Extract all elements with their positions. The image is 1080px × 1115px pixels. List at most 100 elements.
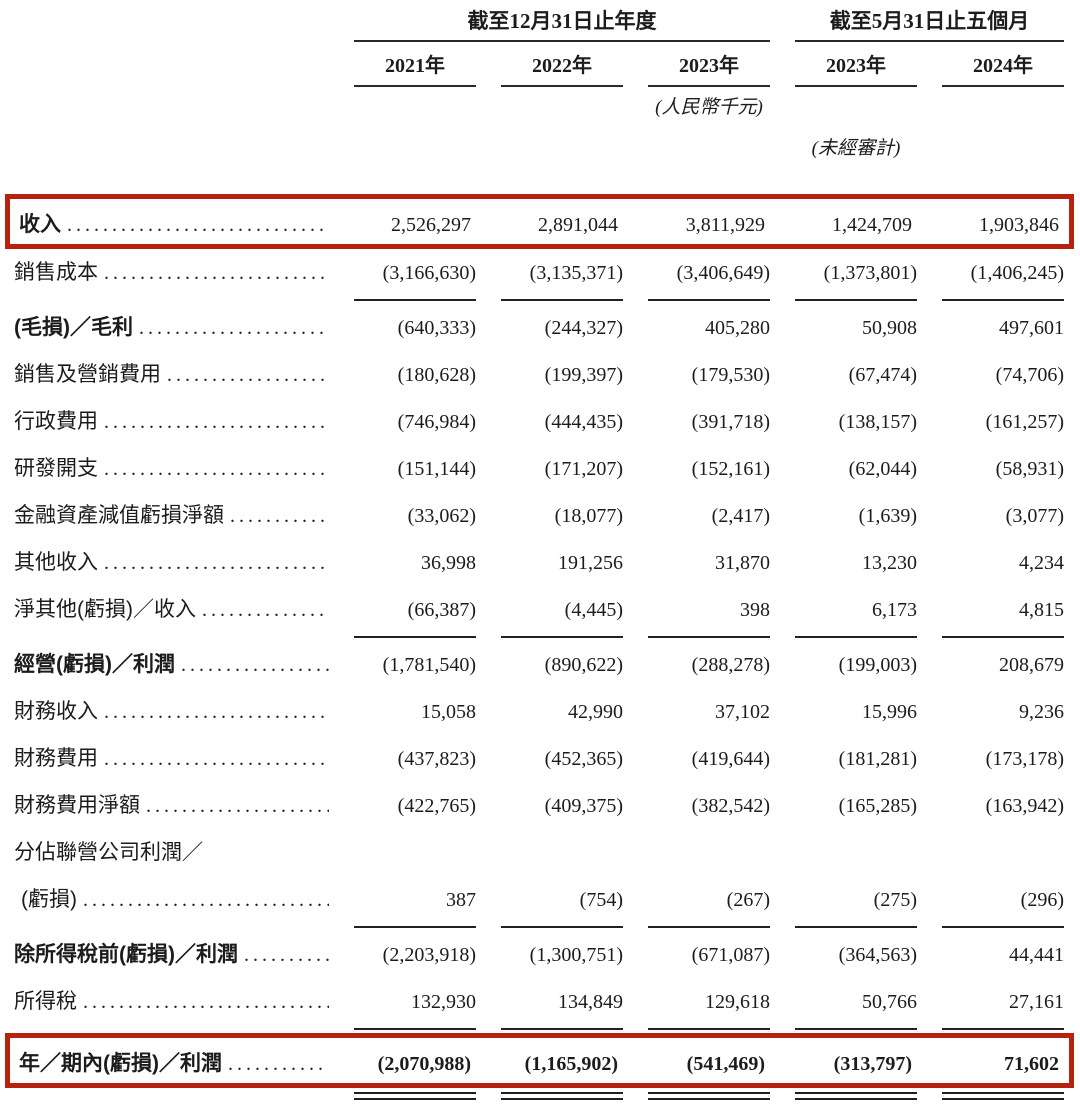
row-label-cell: 行政費用....................................… bbox=[14, 409, 329, 435]
rule-line bbox=[501, 636, 623, 638]
value-cell: 497,601 bbox=[999, 317, 1064, 339]
dot-leader: ........................................… bbox=[104, 701, 329, 723]
value-cell: (161,257) bbox=[985, 411, 1064, 433]
dot-leader: ........................................… bbox=[146, 795, 329, 817]
column-rule-cell bbox=[354, 633, 476, 638]
row-label-cell: 所得稅.....................................… bbox=[14, 989, 329, 1015]
value-cell: (163,942) bbox=[985, 795, 1064, 817]
column-rule-cell bbox=[795, 1025, 917, 1030]
value-cell: (1,373,801) bbox=[823, 262, 917, 284]
column-rule-cell bbox=[795, 296, 917, 301]
value-cell: 71,602 bbox=[1004, 1053, 1059, 1075]
column-group-header-row: 截至12月31日止年度 截至5月31日止五個月 bbox=[14, 6, 1064, 42]
value-cell: (62,044) bbox=[848, 458, 917, 480]
single-underline-row bbox=[14, 923, 1064, 931]
value-cell: (171,207) bbox=[544, 458, 623, 480]
table-body: 收入......................................… bbox=[5, 194, 1074, 1104]
single-underline-row bbox=[14, 296, 1064, 304]
column-header-2023-5m: 2023年 bbox=[795, 53, 917, 87]
row-label: 研發開支 bbox=[14, 457, 98, 480]
column-rule-cell bbox=[795, 633, 917, 638]
rule-line bbox=[354, 926, 476, 928]
row-label: 年／期內(虧損)／利潤 bbox=[19, 1052, 222, 1075]
row-label-cell: 研發開支....................................… bbox=[14, 456, 329, 482]
value-cell: (151,144) bbox=[397, 458, 476, 480]
value-cell: (296) bbox=[1020, 889, 1064, 911]
value-cell: (1,165,902) bbox=[524, 1053, 618, 1075]
value-cell: (173,178) bbox=[985, 748, 1064, 770]
rule-line bbox=[354, 1028, 476, 1030]
value-cell: 398 bbox=[740, 599, 770, 621]
column-rule-cell bbox=[942, 296, 1064, 301]
rule-line bbox=[795, 926, 917, 928]
value-cell: (179,530) bbox=[691, 364, 770, 386]
value-cell: 2,891,044 bbox=[538, 214, 618, 236]
rule-line bbox=[942, 1092, 1064, 1100]
value-cell: (364,563) bbox=[838, 944, 917, 966]
value-cell: 191,256 bbox=[558, 552, 623, 574]
column-rule-cell bbox=[501, 296, 623, 301]
value-cell: (1,781,540) bbox=[382, 654, 476, 676]
value-cell: (267) bbox=[726, 889, 770, 911]
rule-line bbox=[795, 636, 917, 638]
table-row: 財務收入....................................… bbox=[14, 688, 1064, 735]
column-group-five-months-ended-may31: 截至5月31日止五個月 bbox=[795, 6, 1064, 42]
value-cell: 27,161 bbox=[1009, 991, 1064, 1013]
dot-leader: ........................................… bbox=[83, 889, 329, 911]
rule-line bbox=[354, 1092, 476, 1100]
rule-line bbox=[648, 926, 770, 928]
value-cell: (138,157) bbox=[838, 411, 917, 433]
row-label: 分佔聯營公司利潤／ bbox=[14, 841, 203, 864]
value-cell: 134,849 bbox=[558, 991, 623, 1013]
value-cell: (541,469) bbox=[686, 1053, 765, 1075]
value-cell: (152,161) bbox=[691, 458, 770, 480]
value-cell: 1,424,709 bbox=[832, 214, 912, 236]
value-cell: 405,280 bbox=[705, 317, 770, 339]
column-rule-cell bbox=[648, 1088, 770, 1100]
value-cell: (199,003) bbox=[838, 654, 917, 676]
row-label-cell: 財務費用淨額..................................… bbox=[14, 793, 329, 819]
table-row: 淨其他(虧損)／收入..............................… bbox=[14, 586, 1064, 633]
value-cell: 42,990 bbox=[568, 701, 623, 723]
row-label-cell: 分佔聯營公司利潤／ bbox=[14, 840, 329, 866]
row-label: 財務收入 bbox=[14, 700, 98, 723]
table-row: 財務費用....................................… bbox=[14, 735, 1064, 782]
value-cell: 37,102 bbox=[715, 701, 770, 723]
value-cell: (409,375) bbox=[544, 795, 623, 817]
column-rule-cell bbox=[942, 1088, 1064, 1100]
table-row: 研發開支....................................… bbox=[14, 445, 1064, 492]
table-row: 銷售成本....................................… bbox=[14, 249, 1064, 296]
value-cell: (74,706) bbox=[995, 364, 1064, 386]
value-cell: (452,365) bbox=[544, 748, 623, 770]
rule-line bbox=[942, 1028, 1064, 1030]
rule-line bbox=[501, 299, 623, 301]
value-cell: (18,077) bbox=[554, 505, 623, 527]
dot-leader: ........................................… bbox=[167, 364, 329, 386]
column-header-2024-5m: 2024年 bbox=[942, 53, 1064, 87]
column-rule-cell bbox=[942, 923, 1064, 928]
value-cell: (181,281) bbox=[838, 748, 917, 770]
value-cell: (3,077) bbox=[1005, 505, 1064, 527]
value-cell: 15,058 bbox=[421, 701, 476, 723]
dot-leader: ........................................… bbox=[104, 458, 329, 480]
value-cell: 31,870 bbox=[715, 552, 770, 574]
dot-leader: ........................................… bbox=[104, 748, 329, 770]
value-cell: (437,823) bbox=[397, 748, 476, 770]
row-label: 淨其他(虧損)／收入 bbox=[14, 598, 196, 621]
single-underline-row bbox=[14, 1025, 1064, 1033]
value-cell: (2,070,988) bbox=[377, 1053, 471, 1075]
year-header-row: 2021年 2022年 2023年 2023年 2024年 bbox=[14, 53, 1064, 87]
currency-unit-note: (人民幣千元) bbox=[655, 97, 763, 118]
value-cell: (3,406,649) bbox=[676, 262, 770, 284]
value-cell: (391,718) bbox=[691, 411, 770, 433]
value-cell: 6,173 bbox=[872, 599, 917, 621]
value-cell: 4,234 bbox=[1019, 552, 1064, 574]
value-cell: (1,300,751) bbox=[529, 944, 623, 966]
row-label: 行政費用 bbox=[14, 410, 98, 433]
value-cell: 4,815 bbox=[1019, 599, 1064, 621]
dot-leader: ........................................… bbox=[139, 317, 329, 339]
column-rule-cell bbox=[942, 1025, 1064, 1030]
table-row-highlighted: 年／期內(虧損)／利潤.............................… bbox=[5, 1033, 1074, 1088]
column-rule-cell bbox=[648, 296, 770, 301]
row-label: 收入 bbox=[19, 213, 61, 236]
